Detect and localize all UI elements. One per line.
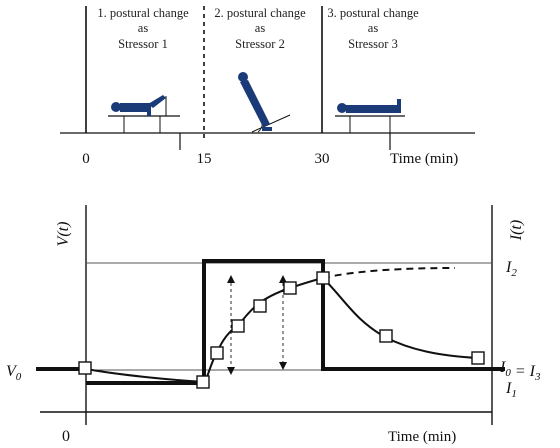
v-point-5 — [253, 299, 267, 313]
top-tick-30: 30 — [315, 151, 330, 167]
stage-2-line2: as — [255, 21, 266, 35]
stage-2-line1: 2. postural change — [214, 6, 306, 20]
v0-label: V0 — [6, 363, 22, 383]
i1-label: I1 — [505, 380, 517, 400]
v-point-6 — [283, 281, 297, 295]
stage-1-line1: 1. postural change — [97, 6, 189, 20]
bottom-axis-label: Time (min) — [388, 429, 456, 445]
stage-3-line1: 3. postural change — [327, 6, 419, 20]
bottom-panel: V(t) I(t) V0 I2 I0 = I3 I1 0 Time (min) — [6, 205, 541, 445]
stage-3-line2: as — [368, 21, 379, 35]
response-arrow-2 — [279, 275, 287, 370]
v-point-9 — [471, 351, 485, 365]
v-point-1 — [78, 361, 92, 375]
stage-1-line2: as — [138, 21, 149, 35]
stage-1-line3: Stressor 1 — [118, 37, 168, 51]
top-tick-0: 0 — [82, 151, 90, 167]
response-arrow-1 — [227, 275, 235, 375]
top-axis-label: Time (min) — [390, 151, 458, 167]
v-point-2 — [196, 375, 210, 389]
v-axis-label: V(t) — [55, 222, 72, 247]
seated-figure-icon — [108, 95, 180, 133]
v-point-7 — [316, 271, 330, 285]
stage-3-line3: Stressor 3 — [348, 37, 398, 51]
top-panel: 1. postural change as Stressor 1 2. post… — [60, 6, 475, 167]
supine-figure-icon — [335, 99, 405, 133]
i-axis-label: I(t) — [508, 220, 525, 241]
zero-label: 0 — [62, 428, 70, 445]
v-point-4 — [231, 319, 245, 333]
series-v-projection — [322, 267, 456, 279]
i2-label: I2 — [505, 259, 517, 279]
tilted-figure-icon — [238, 72, 291, 133]
v-point-8 — [379, 329, 393, 343]
top-tick-15: 15 — [197, 151, 212, 167]
stage-2-line3: Stressor 2 — [235, 37, 285, 51]
v-point-3 — [210, 346, 224, 360]
series-i-step — [36, 259, 505, 385]
